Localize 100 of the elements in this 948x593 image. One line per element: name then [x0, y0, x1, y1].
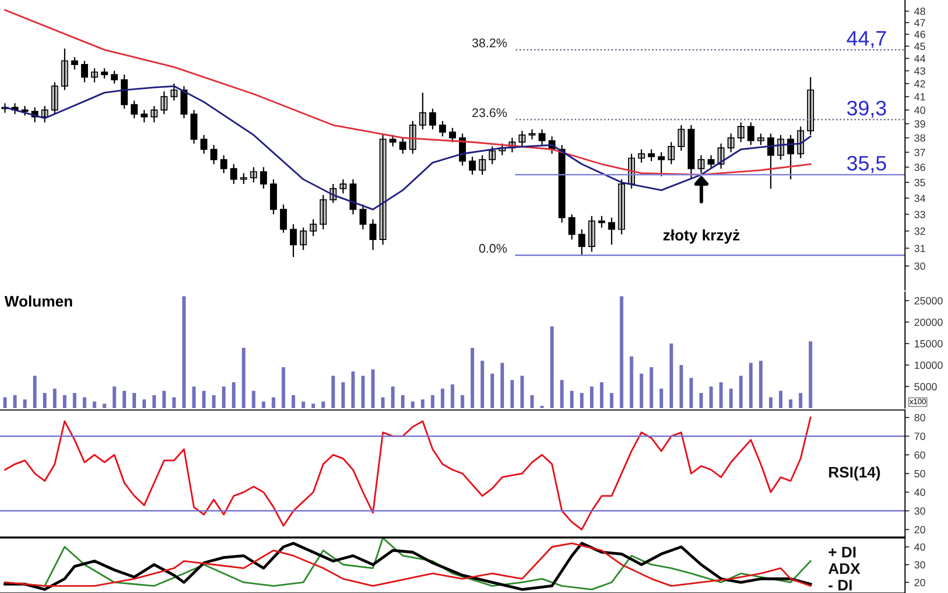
series-label: RSI(14)	[829, 466, 880, 481]
bar	[212, 395, 216, 408]
candlestick	[528, 128, 536, 140]
bar	[33, 376, 37, 408]
bar	[630, 356, 634, 408]
bar	[391, 386, 395, 408]
y-tick-label: 46	[914, 30, 926, 38]
bar	[719, 382, 723, 408]
bar	[202, 390, 206, 408]
y-tick-label: 39	[914, 120, 926, 128]
bar	[808, 341, 812, 408]
y-tick-label: 45	[914, 42, 926, 50]
bar	[172, 397, 176, 408]
candlestick	[449, 127, 456, 143]
bar	[600, 382, 604, 408]
y-tick-label: 34	[914, 194, 926, 202]
bar	[262, 402, 266, 408]
bar	[162, 390, 166, 408]
bar	[82, 397, 86, 408]
bar	[490, 374, 494, 408]
bar	[798, 392, 802, 408]
y-tick-label: 60	[914, 451, 926, 459]
y-tick-label: 20000	[914, 318, 943, 326]
y-tick-label: 40	[914, 106, 926, 114]
line-series	[4, 416, 812, 530]
bar	[13, 395, 17, 408]
bar	[650, 367, 654, 408]
bar	[440, 388, 444, 408]
y-tick-label: 15000	[914, 340, 943, 348]
bar	[371, 369, 375, 408]
y-tick-label: 43	[914, 67, 926, 75]
y-tick-label: 20	[914, 526, 926, 534]
ref-line-label: 39,3	[847, 100, 886, 118]
candlestick	[608, 216, 616, 246]
y-tick-label: 31	[914, 244, 926, 252]
bar	[410, 402, 414, 408]
bar	[52, 388, 56, 408]
bar	[222, 386, 226, 408]
bar	[550, 326, 554, 408]
annotation: 38.2%	[472, 38, 507, 48]
bar	[43, 392, 46, 408]
bar	[640, 374, 644, 408]
bar	[142, 399, 146, 408]
bar	[72, 392, 76, 408]
bar	[321, 402, 325, 408]
y-tick-label: 10000	[914, 362, 943, 369]
bar	[430, 395, 434, 408]
y-tick-label: 5000	[914, 383, 937, 390]
bar	[699, 392, 703, 408]
bar	[580, 392, 584, 408]
series-label: + DI	[828, 546, 856, 558]
bar	[778, 390, 782, 408]
y-tick-label: 30	[914, 507, 926, 515]
bar	[480, 360, 484, 408]
y-tick-label: 25000	[914, 297, 943, 304]
y-tick-label: 44	[914, 54, 926, 62]
ref-line-label: 44,7	[846, 31, 886, 48]
candlestick	[708, 154, 715, 170]
bar	[232, 382, 236, 408]
y-tick-label: 48	[914, 8, 926, 16]
bar	[302, 402, 306, 408]
y-tick-label: 38	[914, 134, 926, 142]
annotation: złoty krzyż	[663, 229, 740, 244]
bar	[282, 367, 286, 408]
bar	[341, 382, 345, 408]
y-tick-label: 50	[914, 470, 926, 478]
ref-line-label: 35,5	[847, 156, 886, 174]
bar	[102, 404, 106, 408]
y-tick-label: 36	[914, 164, 926, 172]
bar	[272, 397, 276, 408]
y-tick-label: 42	[914, 80, 926, 88]
bar	[152, 395, 156, 408]
bar	[520, 376, 524, 408]
y-tick-label: 30	[914, 262, 926, 270]
y-tick-label: 30	[914, 561, 926, 568]
bar	[292, 395, 296, 408]
bar	[331, 376, 335, 408]
bar	[560, 380, 564, 408]
y-tick-label: 35	[914, 178, 926, 186]
bar	[769, 397, 772, 408]
bar	[620, 296, 624, 408]
bar	[132, 392, 136, 408]
annotation: 23.6%	[472, 108, 507, 118]
bar	[23, 399, 27, 408]
bar	[92, 402, 96, 408]
y-tick-label: 37	[914, 148, 926, 156]
y-tick-label: 33	[914, 210, 926, 218]
bar	[62, 395, 66, 408]
bar	[470, 348, 474, 408]
chart-title: Wolumen	[4, 295, 72, 307]
y-tick-label: 41	[914, 93, 926, 100]
bar	[242, 348, 246, 408]
bar	[660, 388, 664, 408]
bar	[709, 386, 713, 408]
bar	[739, 376, 743, 408]
y-tick-label: 47	[914, 19, 926, 26]
bar	[689, 378, 693, 408]
y-tick-label: 32	[914, 227, 926, 235]
bar	[788, 399, 792, 408]
bar	[530, 395, 534, 408]
